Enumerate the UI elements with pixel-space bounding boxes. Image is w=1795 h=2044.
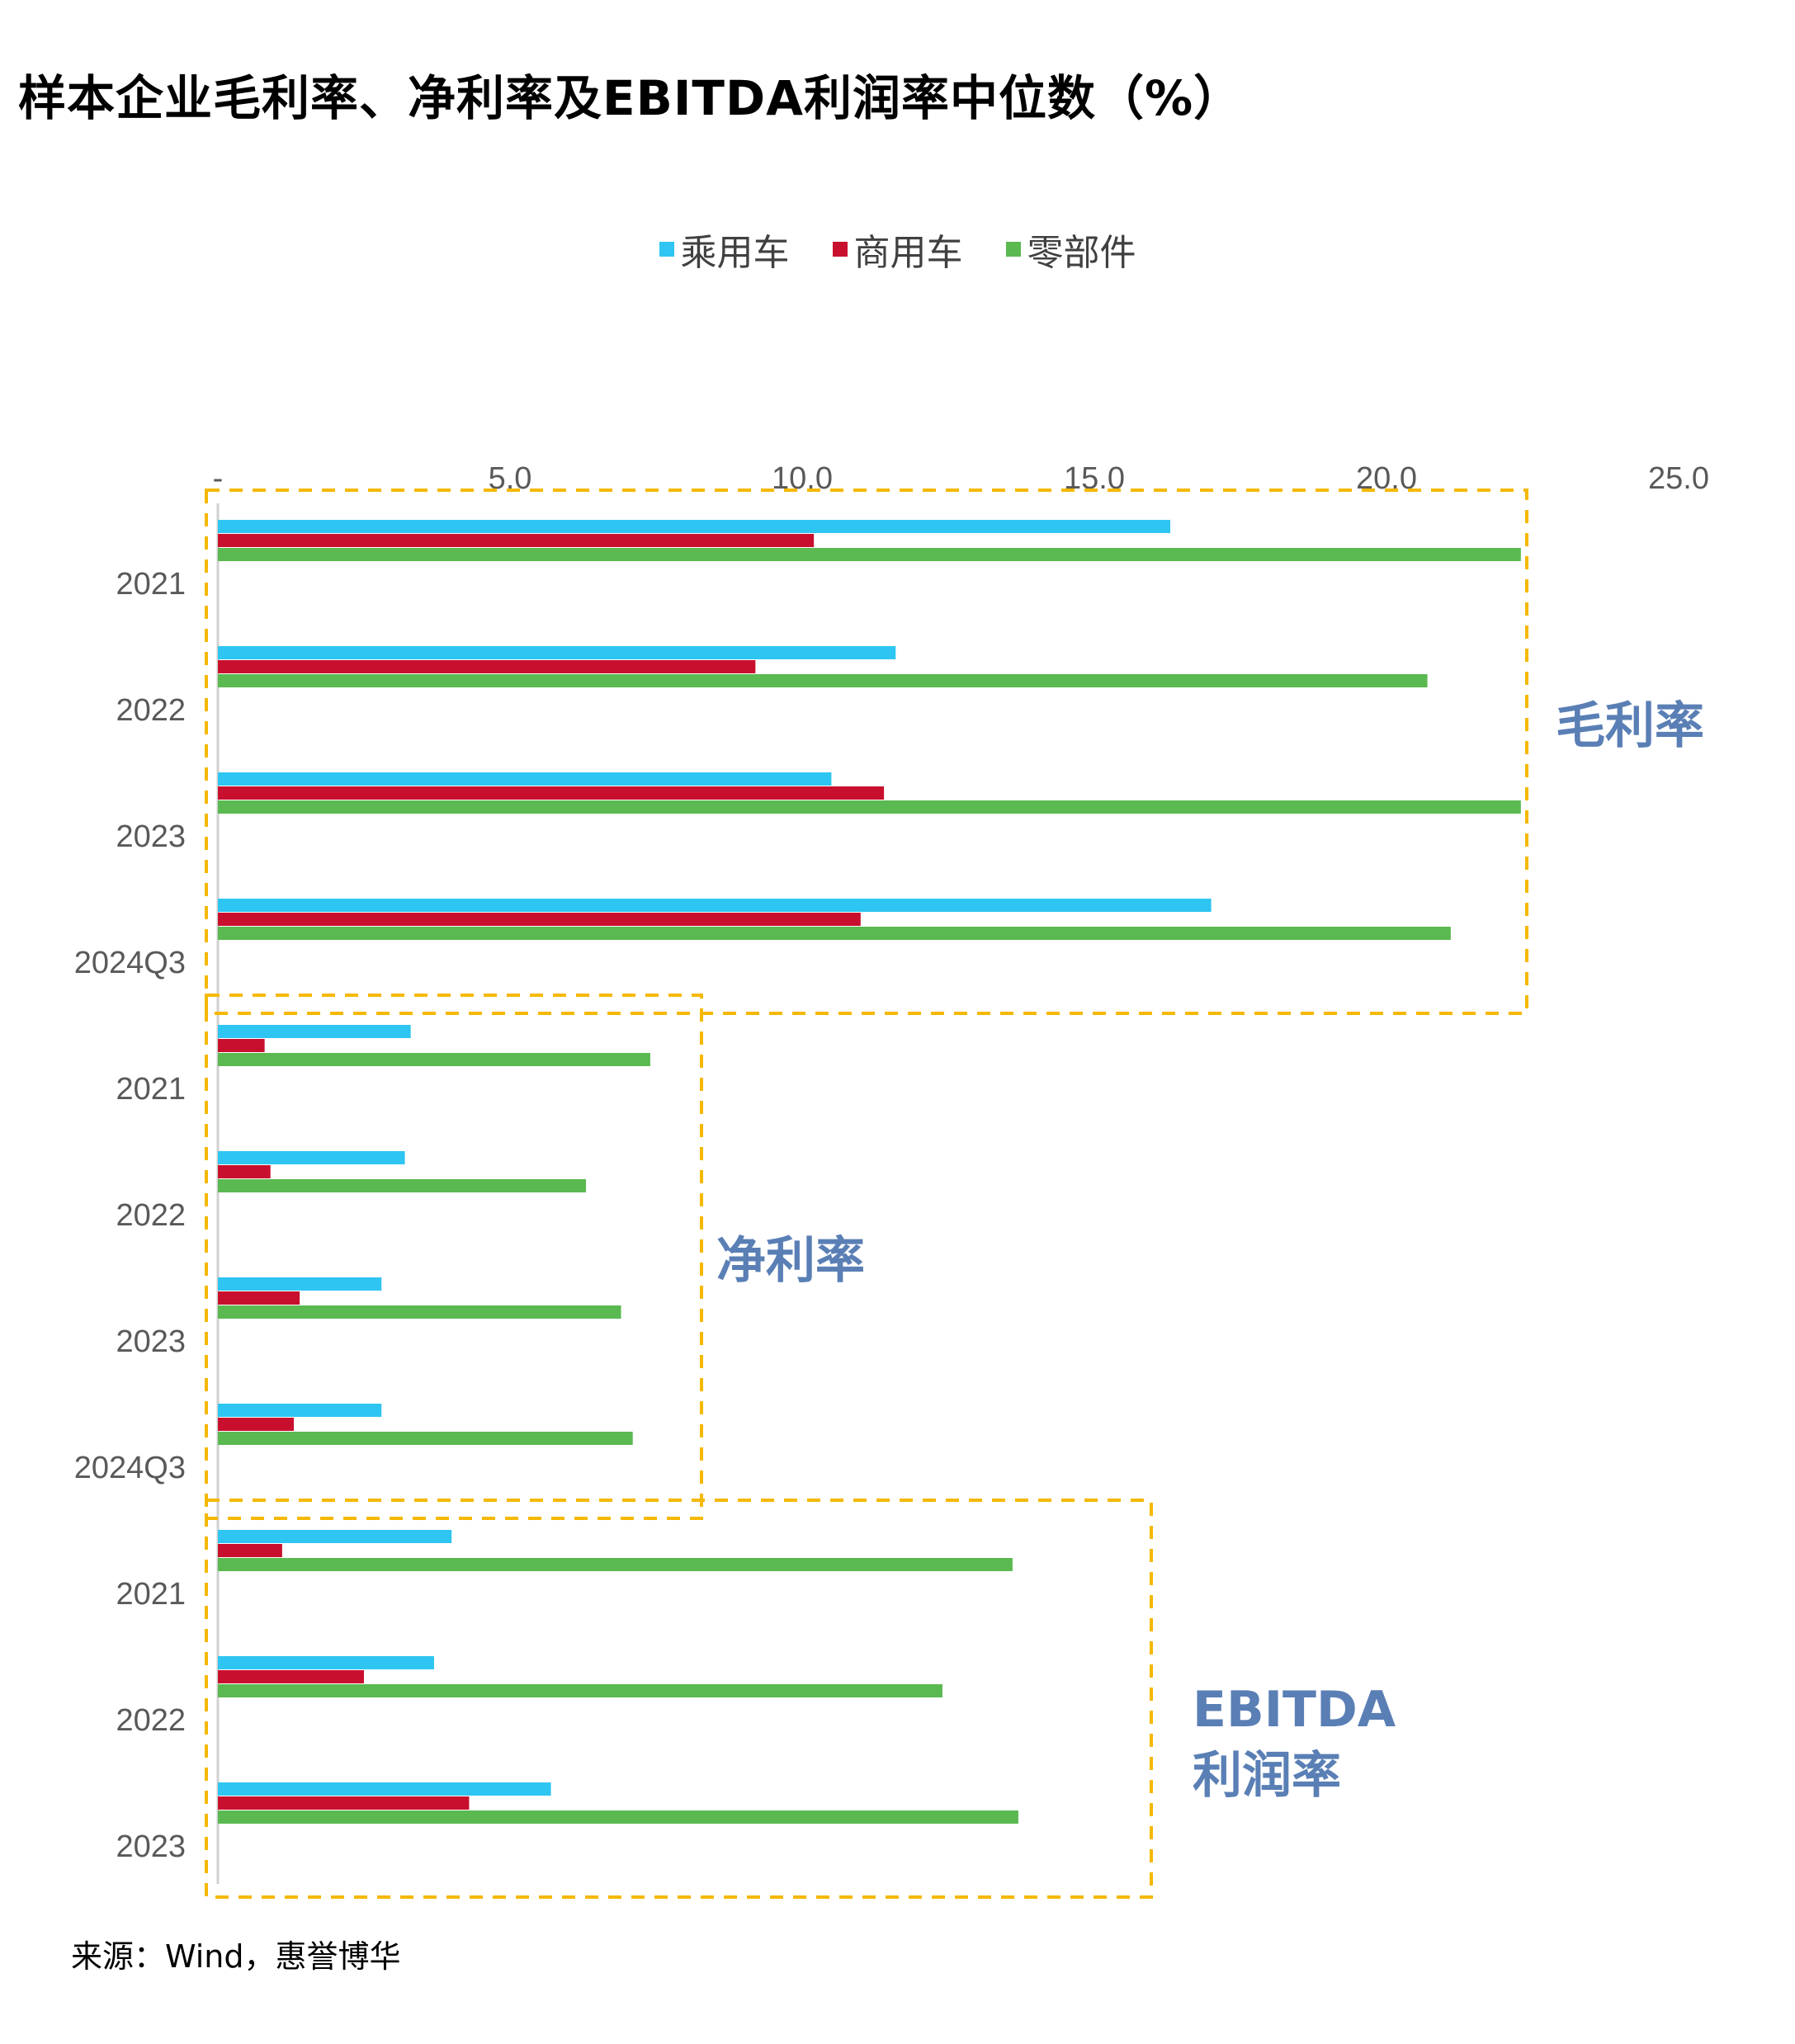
bar-commercial xyxy=(218,660,756,673)
legend-item-parts: 零部件 xyxy=(1005,223,1136,276)
legend-swatch-parts xyxy=(1005,242,1021,257)
x-tick-label: 25.0 xyxy=(1648,461,1709,496)
x-tick-label: 10.0 xyxy=(772,461,833,496)
bar-parts xyxy=(218,1558,1013,1571)
legend-label-commercial: 商用车 xyxy=(853,232,963,274)
y-category-label: 2024Q3 xyxy=(74,1451,186,1485)
bar-commercial xyxy=(218,786,885,800)
group-label: 毛利率 xyxy=(1556,697,1704,755)
bar-commercial xyxy=(218,913,861,926)
legend: 乘用车 商用车 零部件 xyxy=(0,223,1795,276)
legend-label-passenger: 乘用车 xyxy=(680,232,790,274)
y-category-label: 2021 xyxy=(116,1577,186,1612)
bar-passenger xyxy=(218,1404,382,1417)
group-border xyxy=(205,1499,1153,1899)
y-category-label: 2024Q3 xyxy=(74,946,186,980)
bar-passenger xyxy=(218,772,832,786)
x-tick-label: - xyxy=(213,461,224,496)
bar-passenger xyxy=(218,520,1171,533)
bar-parts xyxy=(218,1179,587,1192)
bar-parts xyxy=(218,1305,621,1319)
chart-title: 样本企业毛利率、净利率及EBITDA利润率中位数（%） xyxy=(18,70,1243,126)
legend-item-passenger: 乘用车 xyxy=(659,223,790,276)
bar-commercial xyxy=(218,1039,265,1052)
group-border xyxy=(205,489,1528,1015)
bar-parts xyxy=(218,800,1521,814)
legend-swatch-passenger xyxy=(659,242,674,257)
bar-commercial xyxy=(218,1418,295,1431)
bar-passenger xyxy=(218,1025,411,1038)
bar-passenger xyxy=(218,899,1212,912)
bar-parts xyxy=(218,1432,633,1445)
bar-parts xyxy=(218,548,1521,561)
bar-parts xyxy=(218,1053,650,1066)
bar-commercial xyxy=(218,1165,271,1178)
bar-passenger xyxy=(218,1151,405,1164)
bar-parts xyxy=(218,1810,1018,1824)
bar-parts xyxy=(218,674,1428,687)
bar-passenger xyxy=(218,1656,434,1669)
legend-label-parts: 零部件 xyxy=(1027,232,1136,274)
bar-commercial xyxy=(218,1291,300,1305)
bar-commercial xyxy=(218,1670,364,1683)
bar-passenger xyxy=(218,646,896,659)
bar-passenger xyxy=(218,1782,551,1796)
y-category-label: 2021 xyxy=(116,567,186,602)
group-label: EBITDA 利润率 xyxy=(1193,1681,1396,1805)
y-category-label: 2023 xyxy=(116,819,186,854)
y-category-label: 2023 xyxy=(116,1829,186,1864)
bar-commercial xyxy=(218,534,815,547)
bar-commercial xyxy=(218,1544,282,1557)
group-label: 净利率 xyxy=(716,1232,865,1290)
bar-parts xyxy=(218,927,1451,940)
y-category-label: 2023 xyxy=(116,1324,186,1359)
legend-item-commercial: 商用车 xyxy=(832,223,963,276)
legend-swatch-commercial xyxy=(832,242,848,257)
bar-passenger xyxy=(218,1530,452,1543)
bar-parts xyxy=(218,1684,942,1697)
y-category-label: 2021 xyxy=(116,1072,186,1107)
bar-passenger xyxy=(218,1277,382,1291)
y-category-label: 2022 xyxy=(116,1198,186,1233)
y-category-label: 2022 xyxy=(116,693,186,728)
y-category-label: 2022 xyxy=(116,1703,186,1738)
bar-commercial xyxy=(218,1796,470,1810)
source-note: 来源：Wind，惠誉博华 xyxy=(71,1938,401,1975)
